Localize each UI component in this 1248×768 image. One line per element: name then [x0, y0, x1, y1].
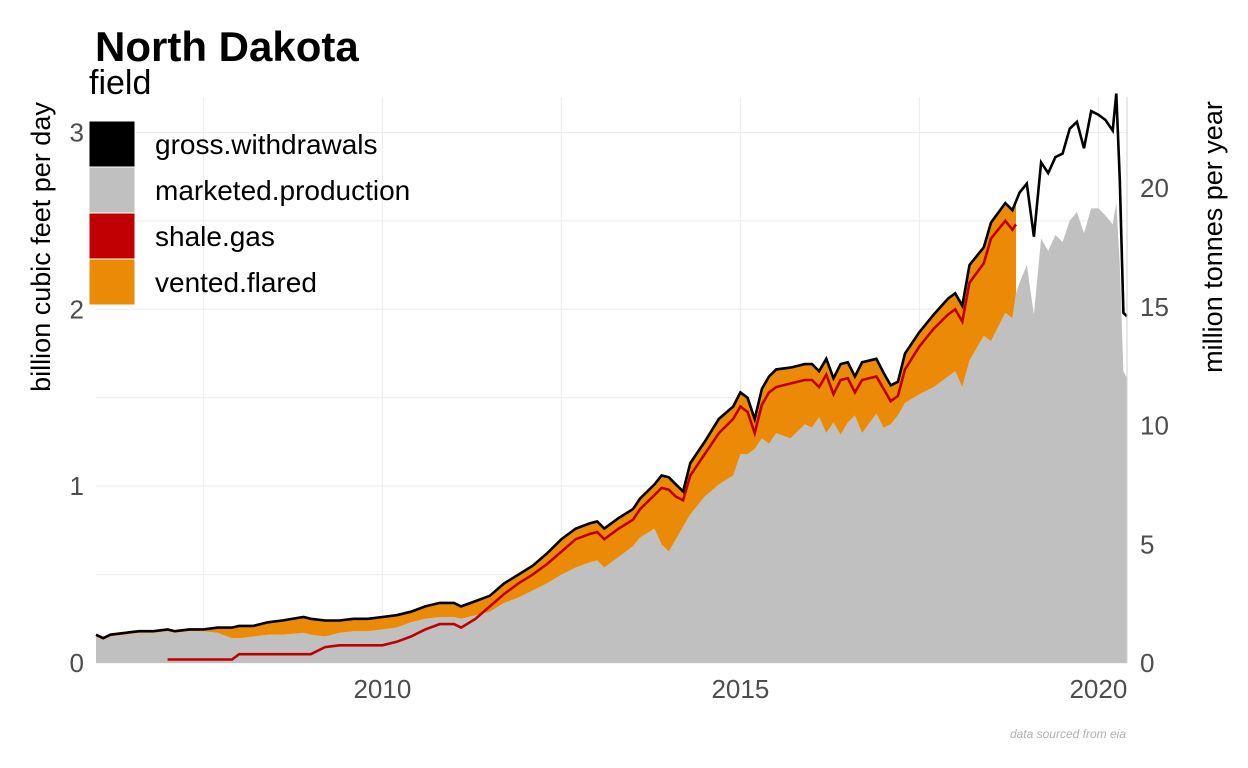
x-tick-label: 2010	[353, 674, 411, 704]
legend-label-gross-withdrawals: gross.withdrawals	[155, 129, 378, 160]
legend-title: field	[89, 64, 151, 102]
y2-tick-label: 15	[1140, 292, 1169, 322]
chart-title: North Dakota	[95, 23, 359, 70]
gross-withdrawals-line	[95, 93, 1128, 640]
legend-key-gross-withdrawals	[88, 120, 136, 168]
legend-key-marketed-production	[88, 166, 136, 214]
legend-key-vented-flared	[88, 258, 136, 306]
y2-tick-label: 20	[1140, 173, 1169, 203]
legend-label-marketed-production: marketed.production	[155, 175, 410, 206]
y-tick-label: 0	[70, 648, 84, 678]
y2-axis-ticks: 0 5 10 15 20	[1140, 173, 1169, 678]
vented-flared-area	[96, 201, 1016, 640]
legend-key-shale-gas	[88, 212, 136, 260]
x-tick-label: 2015	[711, 674, 769, 704]
marketed-production-area	[96, 203, 1127, 663]
x-tick-label: 2020	[1069, 674, 1127, 704]
y2-tick-label: 10	[1140, 411, 1169, 441]
y-tick-label: 1	[70, 471, 84, 501]
y2-tick-label: 0	[1140, 648, 1154, 678]
y-tick-label: 2	[70, 294, 84, 324]
y2-axis-label: million tonnes per year	[1198, 101, 1228, 373]
legend-label-shale-gas: shale.gas	[155, 221, 275, 252]
y-axis-label: billion cubic feet per day	[26, 102, 56, 392]
legend: field gross.withdrawals marketed.producti…	[88, 64, 410, 306]
shale-gas-line	[167, 218, 1018, 661]
y-axis-ticks: 0 1 2 3	[70, 117, 84, 678]
source-caption: data sourced from eia	[1010, 727, 1126, 741]
x-axis-ticks: 2010 2015 2020	[353, 674, 1127, 704]
y2-tick-label: 5	[1140, 529, 1154, 559]
y-tick-label: 3	[70, 117, 84, 147]
legend-label-vented-flared: vented.flared	[155, 267, 317, 298]
